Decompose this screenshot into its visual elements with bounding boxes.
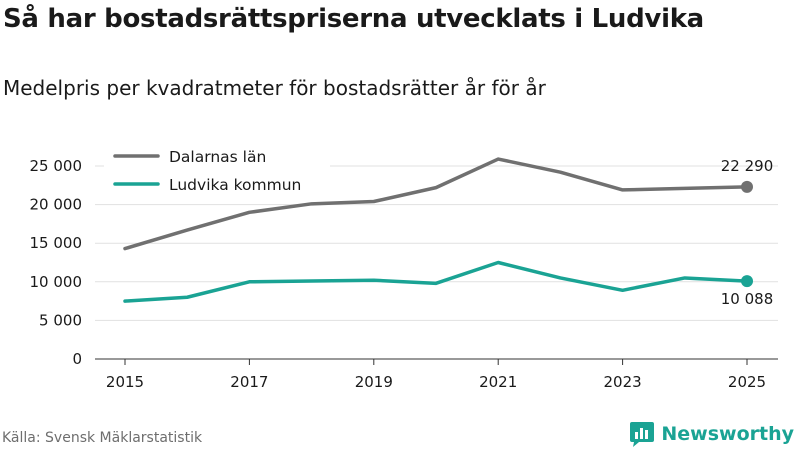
y-tick-label-20000: 20 000 bbox=[30, 196, 83, 214]
end-marker-dalarna bbox=[741, 180, 753, 193]
x-tick-label-2017: 2017 bbox=[230, 373, 268, 391]
x-tick-label-2023: 2023 bbox=[604, 373, 642, 391]
legend-label-ludvika: Ludvika kommun bbox=[169, 176, 301, 194]
chart-title: Så har bostadsrättspriserna utvecklats i… bbox=[3, 4, 704, 34]
series-line-dalarna bbox=[123, 157, 749, 251]
series-line-ludvika bbox=[123, 260, 749, 303]
brand-name: Newsworthy bbox=[661, 423, 794, 445]
legend: Dalarnas län Ludvika kommun bbox=[104, 140, 330, 200]
x-tick-label-2019: 2019 bbox=[355, 373, 393, 391]
source-note: Källa: Svensk Mäklarstatistik bbox=[2, 430, 203, 446]
y-tick-label-0: 0 bbox=[72, 350, 82, 368]
legend-background bbox=[104, 140, 330, 200]
y-tick-label-5000: 5 000 bbox=[39, 311, 82, 329]
newsworthy-logo-icon bbox=[630, 422, 655, 447]
x-tick-label-2015: 2015 bbox=[106, 373, 144, 391]
chart-subtitle: Medelpris per kvadratmeter för bostadsrä… bbox=[3, 76, 546, 100]
newsworthy-brand: Newsworthy bbox=[629, 420, 794, 448]
y-tick-label-10000: 10 000 bbox=[30, 273, 83, 291]
end-marker-ludvika bbox=[741, 275, 753, 288]
axes: 0 5 000 10 000 15 000 20 000 25 000 2015 2017 20… bbox=[30, 157, 778, 391]
legend-label-dalarna: Dalarnas län bbox=[169, 148, 266, 166]
series-lines bbox=[123, 157, 753, 303]
x-tick-label-2021: 2021 bbox=[479, 373, 517, 391]
end-label-ludvika: 10 088 bbox=[721, 290, 774, 308]
y-tick-label-15000: 15 000 bbox=[30, 234, 83, 252]
end-label-dalarna: 22 290 bbox=[721, 157, 774, 175]
end-labels: 22 290 10 088 bbox=[721, 157, 774, 308]
y-tick-label-25000: 25 000 bbox=[30, 157, 83, 175]
x-tick-label-2025: 2025 bbox=[728, 373, 766, 391]
